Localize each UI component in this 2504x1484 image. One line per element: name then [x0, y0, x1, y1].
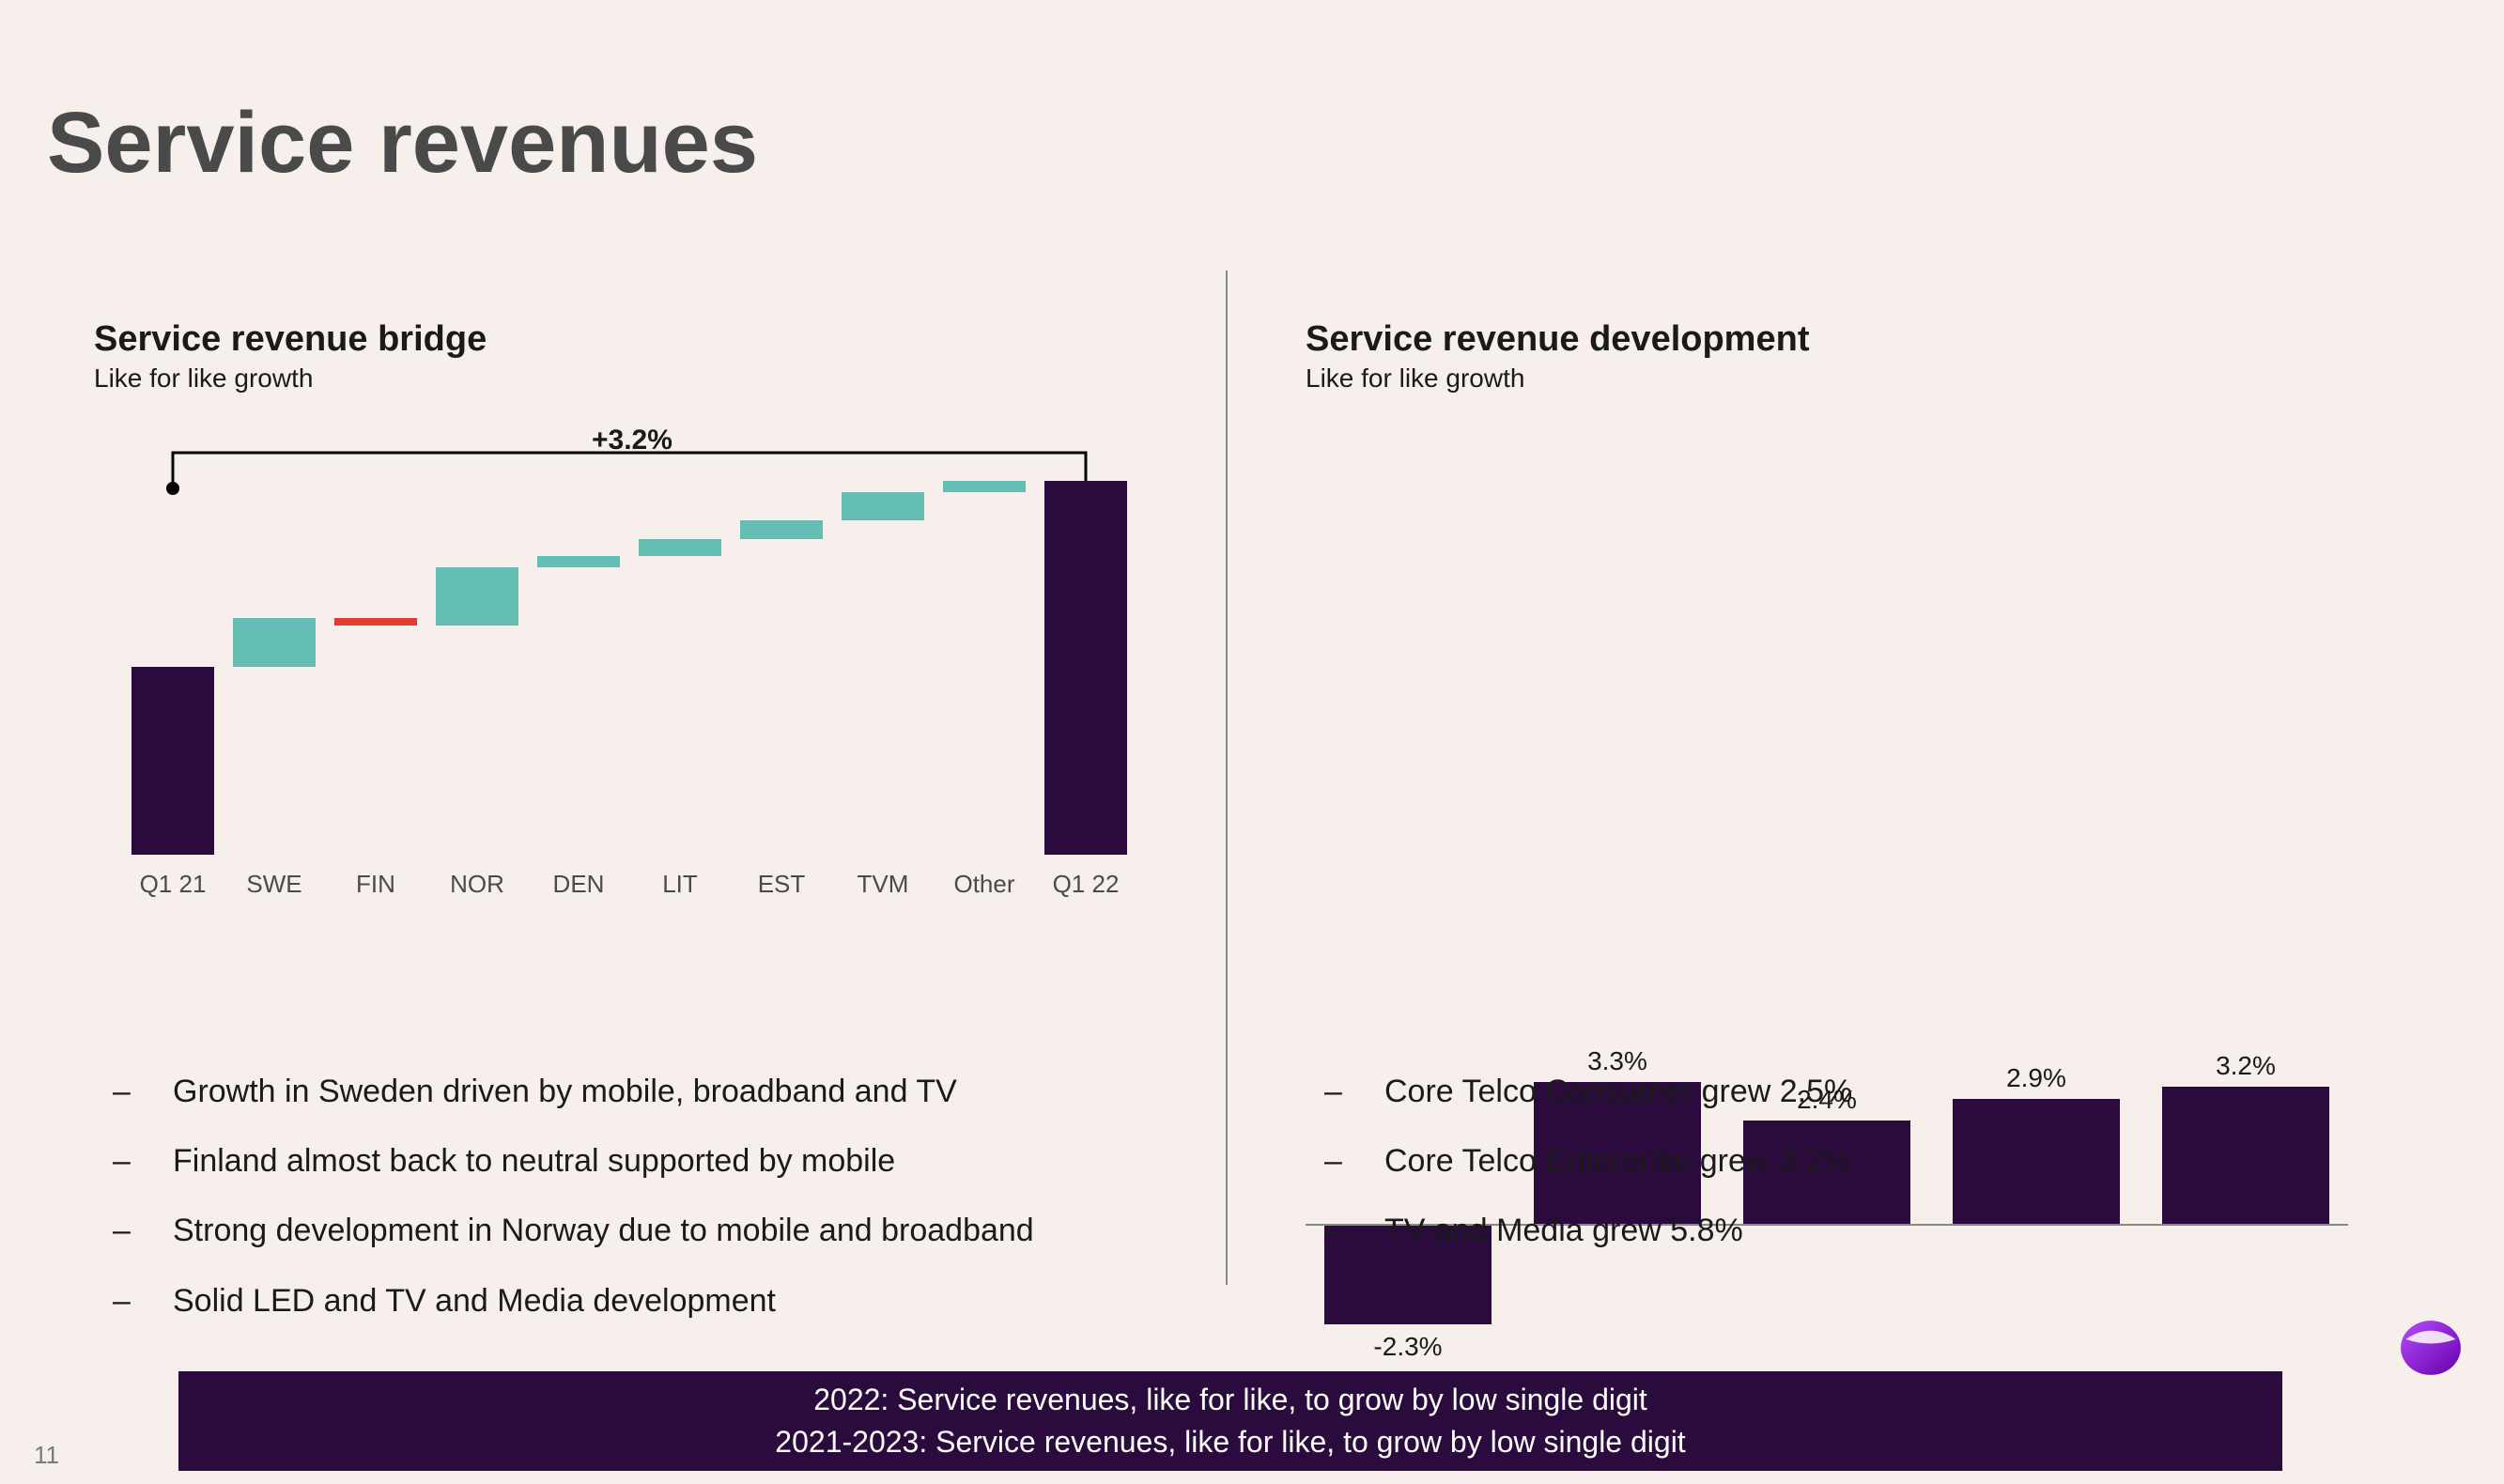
waterfall-x-label: Q1 22	[1035, 870, 1136, 899]
waterfall-x-label: DEN	[528, 870, 629, 899]
right-section-subtitle: Like for like growth	[1306, 363, 2386, 394]
waterfall-x-label: FIN	[325, 870, 426, 899]
right-section-title: Service revenue development	[1306, 319, 2386, 360]
right-bullet: Core Telco Consumer grew 2.5%	[1324, 1071, 2386, 1112]
waterfall-bar	[436, 567, 518, 626]
left-bullets: Growth in Sweden driven by mobile, broad…	[113, 1071, 1174, 1350]
waterfall-bar	[131, 667, 214, 855]
waterfall-bar	[1044, 481, 1127, 855]
right-bullets: Core Telco Consumer grew 2.5% Core Telco …	[1324, 1071, 2386, 1280]
footer-banner: 2022: Service revenues, like for like, t…	[178, 1371, 2282, 1471]
left-bullet: Finland almost back to neutral supported…	[113, 1140, 1174, 1182]
banner-line1: 2022: Service revenues, like for like, t…	[813, 1379, 1647, 1421]
waterfall-x-label: Other	[934, 870, 1035, 899]
right-bullet: TV and Media grew 5.8%	[1324, 1210, 2386, 1251]
waterfall-bar	[842, 492, 924, 520]
waterfall-x-label: SWE	[224, 870, 325, 899]
waterfall-bar	[233, 618, 316, 667]
right-bullet: Core Telco Enterprise grew 3.2%	[1324, 1140, 2386, 1182]
waterfall-x-label: TVM	[832, 870, 934, 899]
left-bullet: Solid LED and TV and Media development	[113, 1280, 1174, 1322]
waterfall-bar	[639, 539, 721, 556]
vertical-divider	[1226, 271, 1228, 1285]
waterfall-bar	[537, 556, 620, 567]
waterfall-bar	[740, 520, 823, 539]
left-bullet: Strong development in Norway due to mobi…	[113, 1210, 1174, 1251]
waterfall-bar	[334, 618, 417, 626]
waterfall-x-label: LIT	[629, 870, 731, 899]
waterfall-x-label: NOR	[426, 870, 528, 899]
waterfall-x-label: Q1 21	[122, 870, 224, 899]
left-section-header: Service revenue bridge Like for like gro…	[94, 319, 1174, 394]
waterfall-bar	[943, 481, 1026, 492]
waterfall-chart: +3.2%Q1 21SWEFINNORDENLITESTTVMOtherQ1 2…	[94, 432, 1118, 958]
waterfall-x-label: EST	[731, 870, 832, 899]
banner-line2: 2021-2023: Service revenues, like for li…	[775, 1421, 1685, 1463]
page-title: Service revenues	[47, 94, 758, 193]
left-section-subtitle: Like for like growth	[94, 363, 1174, 394]
left-section-title: Service revenue bridge	[94, 319, 1174, 360]
bracket-label: +3.2%	[592, 425, 672, 456]
right-section-header: Service revenue development Like for lik…	[1306, 319, 2386, 394]
company-logo-icon	[2395, 1309, 2466, 1381]
bar-value-label: -2.3%	[1324, 1332, 1492, 1362]
page-number: 11	[34, 1441, 59, 1470]
left-bullet: Growth in Sweden driven by mobile, broad…	[113, 1071, 1174, 1112]
